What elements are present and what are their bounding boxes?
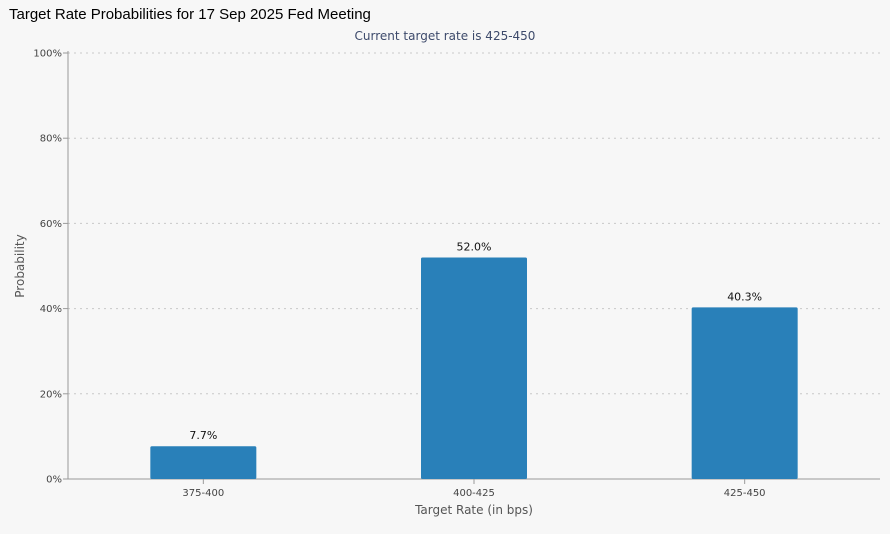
tick-labels: 0% 20% 40% 60% 80% 100% 375-400 400-425 425-450 [33, 49, 765, 500]
bar-400-425 [421, 257, 527, 479]
chart-subtitle: Current target rate is 425-450 [354, 29, 536, 43]
y-tick-label: 0% [46, 475, 62, 486]
x-tick-label-375-400: 375-400 [182, 488, 224, 499]
chart-title: Target Rate Probabilities for 17 Sep 202… [9, 6, 371, 23]
bar-375-400 [150, 446, 257, 479]
y-axis-title: Probability [13, 234, 27, 297]
data-label-375-400: 7.7% [189, 429, 217, 442]
x-tick-label-400-425: 400-425 [453, 488, 495, 499]
y-tick-label: 100% [33, 49, 62, 60]
data-label-400-425: 52.0% [457, 240, 492, 253]
data-labels: 7.7% 52.0% 40.3% [189, 240, 762, 442]
x-tick-label-425-450: 425-450 [724, 488, 766, 499]
x-axis-title: Target Rate (in bps) [414, 503, 533, 517]
y-tick-label: 60% [40, 219, 62, 230]
bars [150, 257, 798, 479]
y-tick-label: 80% [40, 134, 62, 145]
data-label-425-450: 40.3% [727, 290, 762, 303]
bar-425-450 [691, 307, 798, 479]
y-tick-label: 40% [40, 304, 62, 315]
y-tick-label: 20% [40, 389, 62, 400]
